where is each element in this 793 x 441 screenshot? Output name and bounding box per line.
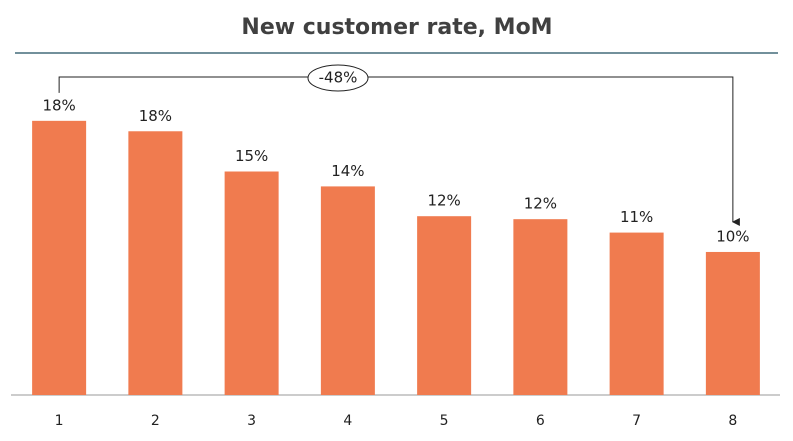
value-label: 11% xyxy=(620,208,653,226)
bar xyxy=(609,232,664,395)
value-label: 10% xyxy=(716,227,749,245)
value-label: 18% xyxy=(42,96,75,114)
annotation-bubble xyxy=(307,64,369,92)
bar xyxy=(320,186,375,395)
x-tick-label: 4 xyxy=(343,413,352,429)
annotation: -48% xyxy=(319,69,358,87)
bar xyxy=(224,171,279,395)
value-label: 18% xyxy=(139,107,172,125)
bracket xyxy=(58,76,740,226)
bar xyxy=(705,251,760,395)
bar xyxy=(513,219,568,395)
x-tick-label: 1 xyxy=(55,413,64,429)
x-tick-label: 8 xyxy=(728,413,737,429)
x-tick-label: 6 xyxy=(536,413,545,429)
x-tick-label: 3 xyxy=(247,413,256,429)
bar xyxy=(128,131,183,395)
chart-title: New customer rate, MoM xyxy=(241,15,552,40)
bar xyxy=(32,120,87,395)
x-tick-label: 7 xyxy=(632,413,641,429)
value-label: 15% xyxy=(235,147,268,165)
value-label: 14% xyxy=(331,162,364,180)
value-label: 12% xyxy=(427,192,460,210)
x-tick-label: 5 xyxy=(440,413,449,429)
x-tick-label: 2 xyxy=(151,413,160,429)
value-label: 12% xyxy=(524,195,557,213)
bar xyxy=(417,216,472,395)
